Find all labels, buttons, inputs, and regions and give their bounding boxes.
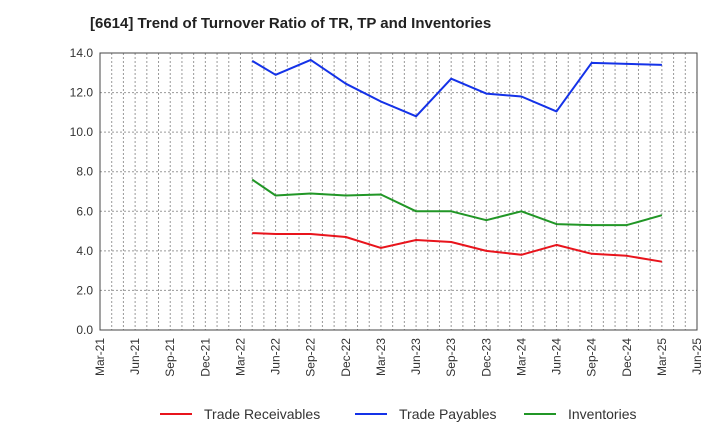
y-tick-label: 14.0 bbox=[70, 46, 94, 60]
chart-title: [6614] Trend of Turnover Ratio of TR, TP… bbox=[90, 15, 492, 32]
legend-item: Inventories bbox=[524, 406, 636, 422]
legend-item: Trade Receivables bbox=[160, 406, 320, 422]
x-tick-label: Sep-22 bbox=[304, 338, 318, 377]
x-tick-label: Jun-25 bbox=[690, 338, 704, 375]
y-tick-label: 6.0 bbox=[76, 204, 93, 218]
y-tick-label: 2.0 bbox=[76, 283, 93, 297]
x-tick-label: Sep-24 bbox=[585, 338, 599, 377]
series-line-2 bbox=[251, 58, 662, 118]
legend-label: Trade Payables bbox=[399, 406, 497, 422]
series-line-1 bbox=[252, 232, 663, 263]
legend-item: Trade Payables bbox=[355, 406, 497, 422]
x-tick-label: Dec-21 bbox=[198, 338, 212, 377]
x-tick-label: Jun-23 bbox=[409, 338, 423, 375]
x-tick-label: Dec-22 bbox=[339, 338, 353, 377]
x-tick-label: Sep-21 bbox=[163, 338, 177, 377]
series-line-3 bbox=[251, 178, 663, 227]
y-tick-label: 12.0 bbox=[70, 86, 94, 100]
x-tick-label: Mar-25 bbox=[655, 338, 669, 376]
x-tick-label: Mar-22 bbox=[233, 338, 247, 376]
y-tick-label: 4.0 bbox=[76, 244, 93, 258]
x-tick-label: Mar-23 bbox=[374, 338, 388, 376]
y-tick-label: 10.0 bbox=[70, 125, 94, 139]
x-tick-label: Dec-23 bbox=[479, 338, 493, 377]
x-tick-label: Jun-22 bbox=[269, 338, 283, 375]
x-tick-label: Dec-24 bbox=[620, 338, 634, 377]
x-tick-label: Mar-21 bbox=[93, 338, 107, 376]
plot-border bbox=[99, 52, 698, 331]
x-tick-label: Sep-23 bbox=[444, 338, 458, 377]
legend-label: Trade Receivables bbox=[204, 406, 320, 422]
x-tick-label: Jun-24 bbox=[550, 338, 564, 375]
x-tick-label: Mar-24 bbox=[514, 338, 528, 376]
x-tick-label: Jun-21 bbox=[128, 338, 142, 375]
y-tick-label: 0.0 bbox=[76, 323, 93, 337]
legend-label: Inventories bbox=[568, 406, 636, 422]
y-tick-label: 8.0 bbox=[76, 165, 93, 179]
